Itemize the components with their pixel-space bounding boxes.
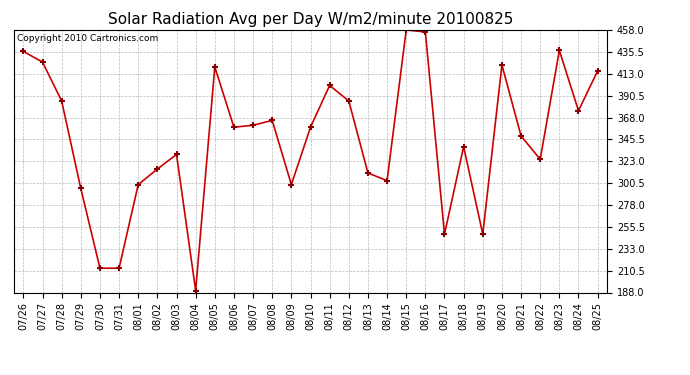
Text: Copyright 2010 Cartronics.com: Copyright 2010 Cartronics.com [17, 34, 158, 43]
Title: Solar Radiation Avg per Day W/m2/minute 20100825: Solar Radiation Avg per Day W/m2/minute … [108, 12, 513, 27]
